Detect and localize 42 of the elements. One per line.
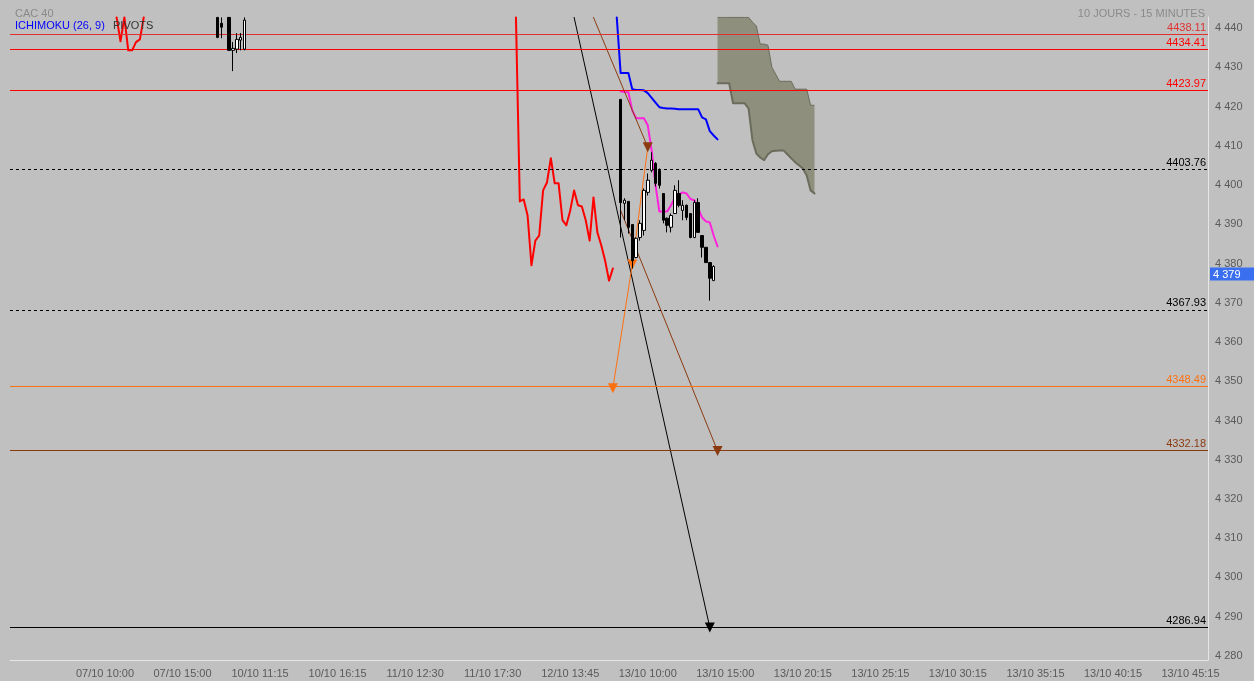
ref-line-label: 4403.76 <box>1166 155 1206 168</box>
y-tick-label: 4 430 <box>1215 60 1243 73</box>
y-tick-label: 4 310 <box>1215 531 1243 544</box>
x-tick-label: 11/10 17:30 <box>464 666 522 679</box>
x-tick-label: 13/10 45:15 <box>1161 666 1220 679</box>
y-tick-label: 4 440 <box>1215 21 1243 34</box>
x-tick-label: 13/10 15:00 <box>696 666 755 679</box>
x-tick-label: 12/10 13:45 <box>541 666 600 679</box>
x-tick-label: 13/10 35:15 <box>1006 666 1065 679</box>
y-tick-label: 4 380 <box>1215 256 1243 269</box>
annotation: ICHIMOKU (26, 9) <box>15 18 105 31</box>
y-tick-label: 4 360 <box>1215 335 1243 348</box>
x-tick-label: 13/10 30:15 <box>928 666 987 679</box>
x-tick-label: 13/10 10:00 <box>618 666 677 679</box>
y-tick-label: 4 280 <box>1215 648 1243 661</box>
y-tick-label: 4 370 <box>1215 295 1243 308</box>
x-tick-label: 13/10 40:15 <box>1083 666 1143 679</box>
x-tick-label: 10/10 16:15 <box>308 666 367 679</box>
y-tick-label: 4 290 <box>1215 609 1243 622</box>
x-tick-label: 07/10 10:00 <box>75 666 135 679</box>
ref-line-label: 4332.18 <box>1166 436 1206 449</box>
x-tick-label: 10/10 11:15 <box>231 666 289 679</box>
x-tick-label: 13/10 25:15 <box>851 666 910 679</box>
y-tick-label: 4 390 <box>1215 217 1243 230</box>
ref-line-label: 4348.49 <box>1166 372 1206 385</box>
x-tick-label: 13/10 20:15 <box>773 666 832 679</box>
y-tick-label: 4 330 <box>1215 452 1243 465</box>
y-tick-label: 4 350 <box>1215 374 1243 387</box>
y-tick-label: 4 420 <box>1215 99 1243 112</box>
y-tick-label: 4 320 <box>1215 491 1243 504</box>
y-tick-label: 4 400 <box>1215 178 1243 191</box>
ref-line-label: 4367.93 <box>1166 296 1206 309</box>
ref-line-label: 4423.97 <box>1166 76 1206 89</box>
y-tick-label: 4 410 <box>1215 138 1243 151</box>
x-tick-label: 11/10 12:30 <box>386 666 444 679</box>
ref-line-label: 4434.41 <box>1166 35 1206 48</box>
ref-line-label: 4286.94 <box>1166 614 1206 627</box>
ref-line-label: 4438.11 <box>1167 21 1206 34</box>
y-tick-label: 4 300 <box>1215 570 1243 583</box>
text: 4 379 <box>1213 268 1241 281</box>
y-tick-label: 4 340 <box>1215 413 1243 426</box>
x-tick-label: 07/10 15:00 <box>153 666 212 679</box>
